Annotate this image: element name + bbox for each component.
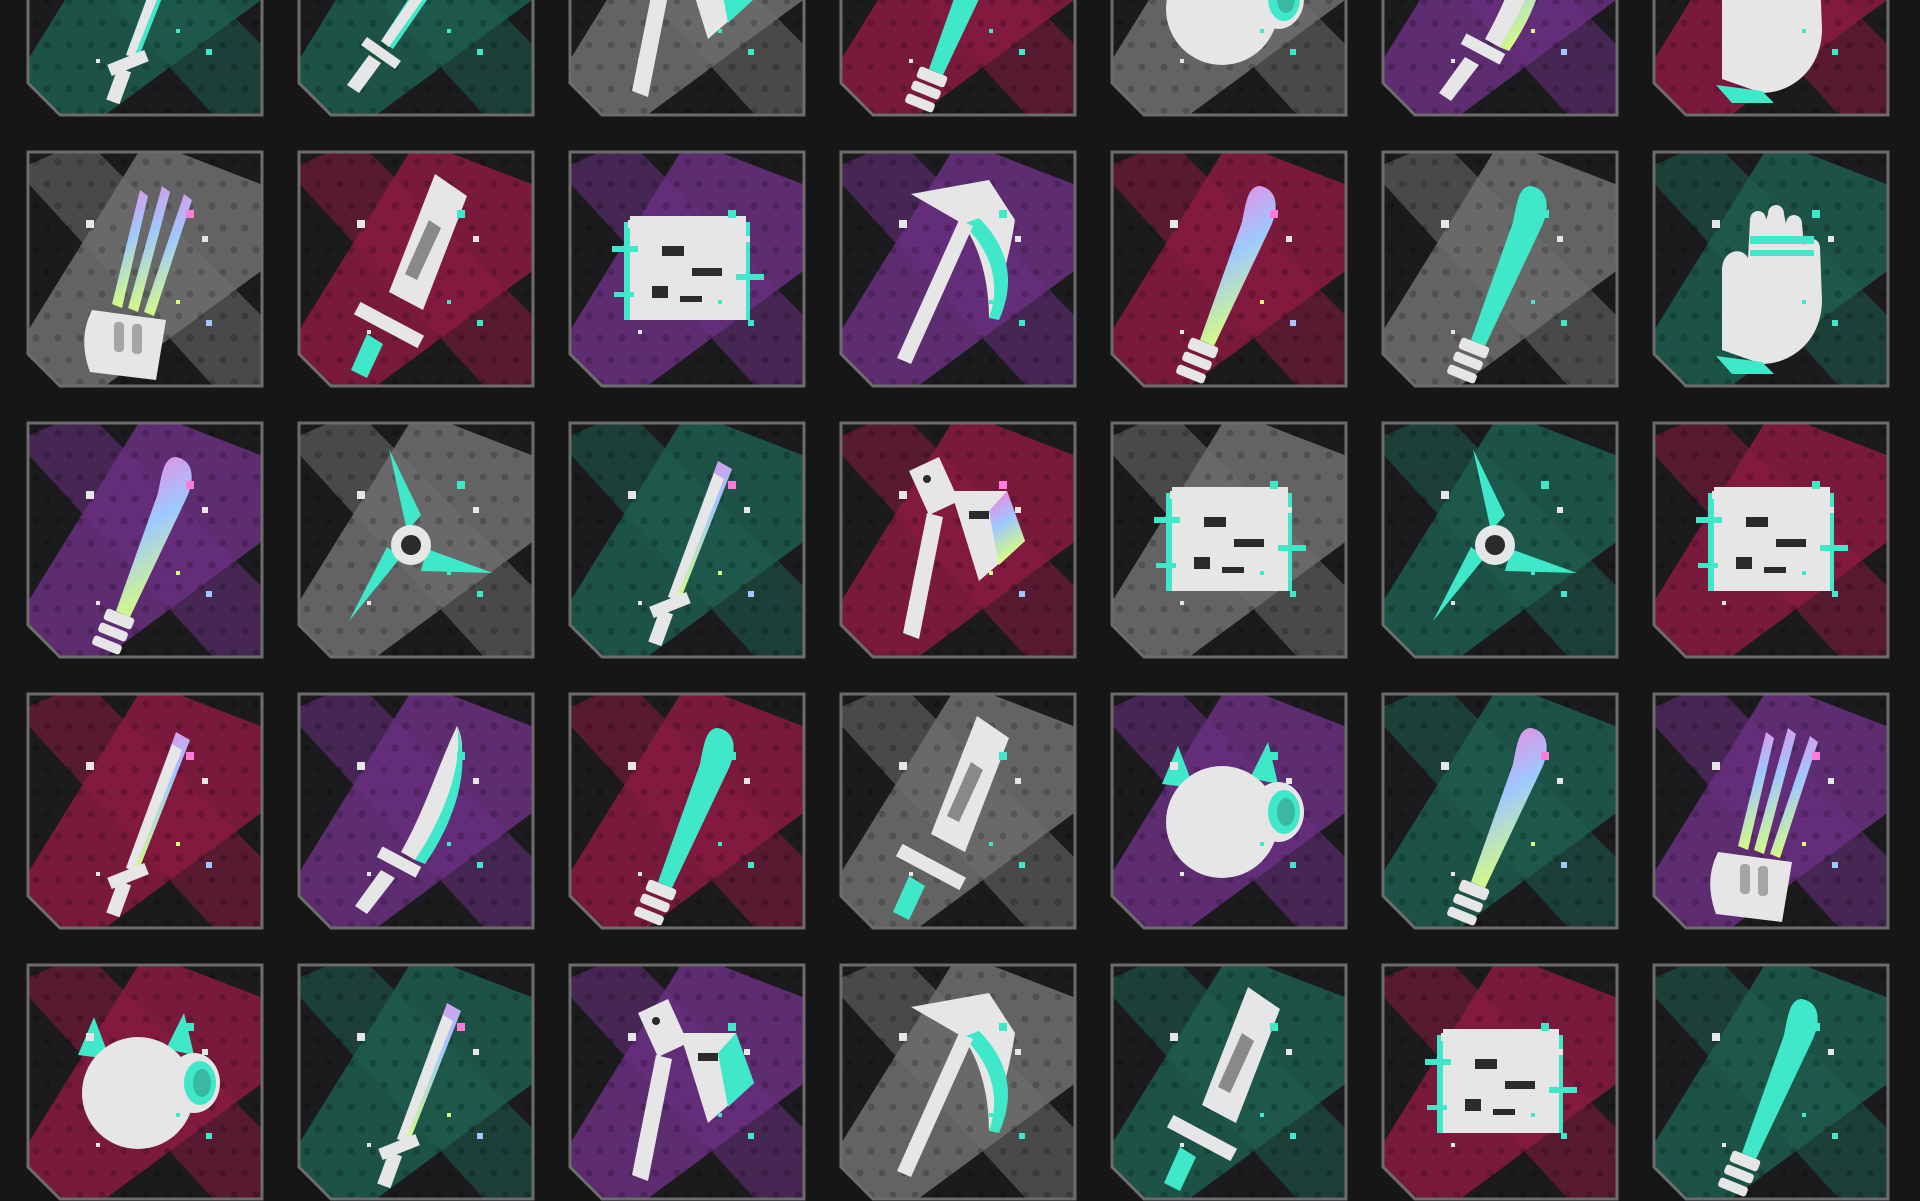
weapon-skin-tile[interactable]	[1110, 150, 1348, 388]
weapon-skin-tile[interactable]	[839, 0, 1077, 117]
helmet-icon	[1166, 0, 1304, 65]
weapon-skin-tile[interactable]	[1652, 692, 1890, 930]
weapon-skin-tile[interactable]	[26, 0, 264, 117]
weapon-skin-tile[interactable]	[1652, 0, 1890, 117]
weapon-skin-tile[interactable]	[839, 963, 1077, 1201]
cleaver-icon	[351, 174, 467, 378]
claws-icon	[84, 186, 192, 380]
knife-icon	[1439, 0, 1547, 101]
scythe-icon	[897, 180, 1015, 364]
weapon-skin-tile[interactable]	[568, 421, 806, 659]
gauntlet-icon	[1716, 0, 1822, 103]
weapon-skin-tile[interactable]	[297, 0, 535, 117]
weapon-skin-tile[interactable]	[1110, 421, 1348, 659]
bat-icon	[1447, 728, 1547, 926]
weapon-skin-tile[interactable]	[26, 150, 264, 388]
weapon-skin-tile[interactable]	[1652, 963, 1890, 1201]
weapon-skin-tile[interactable]	[26, 692, 264, 930]
glitch-block-icon	[1425, 1029, 1577, 1133]
glitch-block-icon	[1154, 487, 1306, 591]
glitch-block-icon	[1696, 487, 1848, 591]
shuriken-icon	[1433, 449, 1577, 621]
knife-icon	[355, 726, 463, 914]
katana-icon	[106, 0, 190, 105]
weapon-skin-tile[interactable]	[1381, 0, 1619, 117]
weapon-skin-tile[interactable]	[568, 692, 806, 930]
bat-icon	[1447, 186, 1547, 384]
bat-icon	[905, 0, 1005, 113]
bat-icon	[1176, 186, 1276, 384]
weapon-skin-tile[interactable]	[839, 150, 1077, 388]
weapon-skin-tile[interactable]	[568, 963, 806, 1201]
weapon-skin-tile[interactable]	[1110, 692, 1348, 930]
weapon-skin-tile[interactable]	[1381, 150, 1619, 388]
katana-icon	[106, 732, 190, 918]
bat-icon	[634, 728, 734, 926]
katana-icon	[648, 461, 732, 647]
glitch-block-icon	[612, 216, 764, 320]
weapon-skin-tile[interactable]	[1110, 0, 1348, 117]
weapon-skin-tile[interactable]	[1652, 150, 1890, 388]
weapon-skin-grid	[26, 0, 1890, 1201]
weapon-skin-tile[interactable]	[26, 421, 264, 659]
helmet-icon	[1162, 742, 1304, 878]
weapon-skin-tile[interactable]	[1381, 963, 1619, 1201]
weapon-skin-tile[interactable]	[26, 963, 264, 1201]
sword-icon	[347, 0, 483, 93]
weapon-skin-tile[interactable]	[1381, 692, 1619, 930]
shuriken-icon	[349, 449, 493, 621]
weapon-skin-tile[interactable]	[839, 692, 1077, 930]
weapon-skin-tile[interactable]	[568, 0, 806, 117]
bat-icon	[92, 457, 192, 655]
weapon-skin-tile[interactable]	[297, 421, 535, 659]
weapon-skin-tile[interactable]	[839, 421, 1077, 659]
weapon-skin-tile[interactable]	[1652, 421, 1890, 659]
weapon-skin-tile[interactable]	[297, 963, 535, 1201]
weapon-skin-tile[interactable]	[568, 150, 806, 388]
cleaver-icon	[893, 716, 1009, 920]
weapon-skin-tile[interactable]	[297, 692, 535, 930]
weapon-skin-tile[interactable]	[1110, 963, 1348, 1201]
axe-icon	[632, 0, 754, 97]
weapon-skin-tile[interactable]	[1381, 421, 1619, 659]
claws-icon	[1710, 728, 1818, 922]
gauntlet-icon	[1716, 205, 1822, 374]
weapon-skin-tile[interactable]	[297, 150, 535, 388]
axe-icon	[903, 457, 1025, 639]
